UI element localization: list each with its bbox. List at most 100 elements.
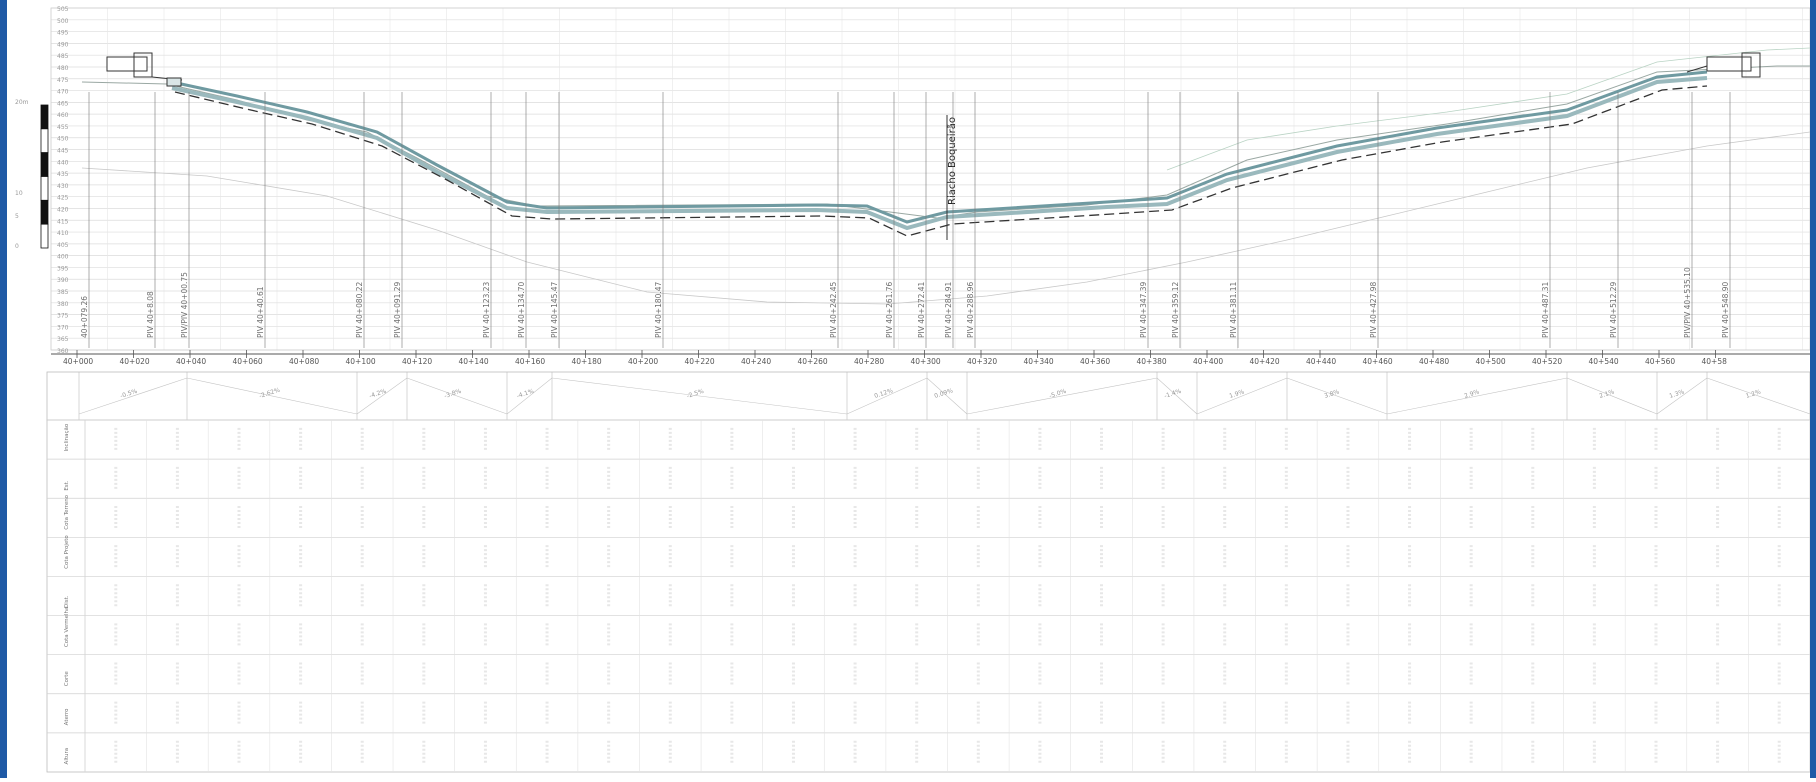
station-label: 40+460 [1363, 357, 1393, 366]
channel-label: Riacho Boqueirão [947, 117, 958, 205]
pi-label: PIV 40+8.08 [146, 291, 155, 338]
station-label: 40+280 [854, 357, 884, 366]
table-row-header: Cota Projeto [64, 535, 70, 569]
grade-slope-line [78, 377, 188, 415]
pi-label: PIV 40+288.96 [966, 281, 975, 338]
elevation-tick-label: 465 [57, 100, 69, 107]
elevation-tick-label: 410 [57, 230, 69, 237]
grade-label: 1.3% [1668, 388, 1685, 399]
pi-label: PIV 40+134.70 [517, 281, 526, 338]
station-label: 40+380 [1137, 357, 1167, 366]
elevation-tick-label: 460 [57, 112, 69, 119]
grade-slope-line [186, 377, 358, 415]
frame-border-left [0, 0, 7, 778]
station-label: 40+300 [911, 357, 941, 366]
station-label: 40+320 [967, 357, 997, 366]
grade-label: -4.1% [516, 388, 535, 400]
pi-label: PIV 40+284.91 [944, 281, 953, 338]
station-label: 40+040 [176, 357, 206, 366]
station-label: 40+440 [1306, 357, 1336, 366]
table-row-header: Aterro [64, 708, 70, 726]
grade-slope-line [966, 377, 1158, 415]
elevation-tick-label: 370 [57, 324, 69, 331]
pi-label: PIV 40+261.76 [885, 281, 894, 338]
elevation-tick-label: 425 [57, 195, 69, 202]
grade-slope-line [1656, 377, 1708, 415]
scale-bar-segment [40, 199, 49, 225]
pi-label: PIV 40+359.12 [1171, 281, 1180, 338]
profile-grid [50, 7, 1811, 351]
pi-lines: 40+079.26 PIV 40+8.08 PIV/PIV 40+00.75 PIV … [80, 92, 1731, 348]
elevation-tick-label: 380 [57, 301, 69, 308]
grade-label: -5.0% [1048, 388, 1067, 400]
pi-label: PIV 40+272.41 [917, 281, 926, 338]
elevation-tick-label: 390 [57, 277, 69, 284]
station-label: 40+220 [685, 357, 715, 366]
station-label: 40+360 [1080, 357, 1110, 366]
grade-label: -2.62% [258, 387, 281, 400]
pi-label: PIV 40+091.29 [393, 281, 402, 338]
pi-label: PIV 40+427.98 [1369, 281, 1378, 338]
elevation-tick-label: 440 [57, 159, 69, 166]
table-row-header: Corte [64, 671, 70, 687]
grade-label: -2.5% [686, 388, 705, 400]
aux-thin-line [1166, 47, 1811, 171]
profile-sheet: 505 500 495 490 485 480 475 470 465 460 455 450 445 4… [7, 0, 1811, 778]
scale-bar-label: 5 [15, 213, 19, 220]
left-abutment [106, 52, 183, 87]
pi-label: PIV/PIV 40+00.75 [180, 272, 189, 338]
grade-label: -0.5% [119, 388, 138, 400]
scale-bar: 20m 10 5 0 [15, 99, 49, 250]
elevation-tick-label: 375 [57, 313, 69, 320]
scale-bar-label: 10 [15, 190, 23, 197]
scale-bar-label: 0 [15, 243, 19, 250]
elevation-tick-label: 395 [57, 265, 69, 272]
table-row-header: Cota Terreno [64, 494, 70, 529]
station-label: 40+560 [1645, 357, 1675, 366]
scale-bar-segment [40, 152, 49, 177]
elevation-tick-label: 490 [57, 41, 69, 48]
frame-border-right [1810, 0, 1816, 778]
station-label: 40+140 [459, 357, 489, 366]
profile-lines [81, 47, 1811, 305]
grade-label: 2.1% [1598, 388, 1615, 399]
grade-label: 2.9% [1463, 388, 1480, 399]
elevation-tick-label: 365 [57, 336, 69, 343]
station-label: 40+100 [346, 357, 376, 366]
grade-label: 0.09% [933, 387, 954, 400]
pi-label: PIV 40+347.39 [1139, 281, 1148, 338]
station-label: 40+160 [515, 357, 545, 366]
elevation-tick-label: 360 [57, 348, 69, 355]
scale-bar-segment [40, 223, 49, 249]
station-label: 40+120 [402, 357, 432, 366]
grade-row: -0.5% -2.62% -4.2% -3.8% -4.1% -2.5% 0.12% 0.09… [46, 371, 1811, 421]
station-label: 40+480 [1419, 357, 1449, 366]
elevation-tick-label: 435 [57, 171, 69, 178]
grade-label: 0.12% [873, 387, 894, 400]
grade-slope-line [1386, 377, 1568, 415]
grade-slope-line [1196, 377, 1288, 415]
elevation-tick-label: 495 [57, 30, 69, 37]
subgrade-thin-line [81, 131, 1811, 305]
grade-slope-line [1706, 377, 1811, 415]
grade-slope-line [846, 377, 928, 415]
elevation-tick-label: 505 [57, 6, 69, 13]
grade-label: -3.8% [443, 388, 462, 400]
grade-slope-line [551, 377, 848, 415]
data-table: Inclinação Est. Cota Terreno Cota Projeto Di… [46, 419, 1811, 773]
pi-label: PIV 40+180.47 [654, 281, 663, 338]
design-band-top [171, 70, 1708, 224]
elevation-axis: 505 500 495 490 485 480 475 470 465 460 455 450 445 4… [57, 6, 69, 355]
elevation-tick-label: 385 [57, 289, 69, 296]
pi-label: PIV/PIV 40+535.10 [1683, 267, 1692, 338]
right-abutment [1686, 52, 1761, 78]
table-row-header: Inclinação [64, 423, 70, 451]
table-row-header: Cota Vermelha [64, 607, 70, 648]
elevation-tick-label: 445 [57, 148, 69, 155]
station-label: 40+000 [63, 357, 93, 366]
scale-bar-segment [40, 128, 49, 154]
elevation-tick-label: 400 [57, 254, 69, 261]
existing-ground-line [81, 65, 1810, 219]
pi-label: PIV 40+40.61 [256, 286, 265, 338]
